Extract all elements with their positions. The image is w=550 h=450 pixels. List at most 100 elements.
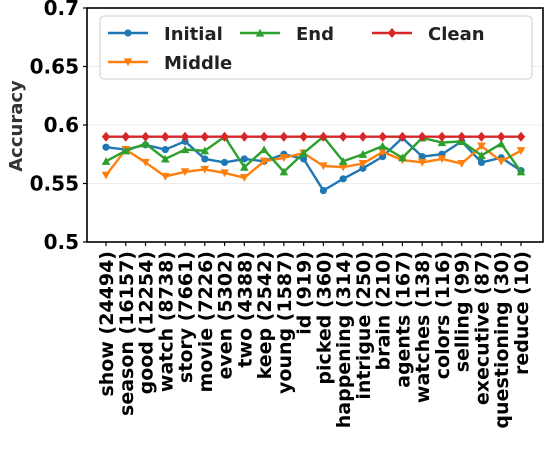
data-point-end: [121, 146, 131, 155]
data-point-end: [101, 157, 111, 165]
data-point-middle: [101, 171, 111, 180]
x-tick-label: movie (7226): [195, 251, 217, 393]
data-point-initial: [161, 145, 169, 154]
x-tick-label: happening (314): [333, 251, 355, 428]
data-point-middle: [319, 162, 328, 171]
data-point-middle: [378, 148, 387, 157]
data-point-initial: [102, 143, 110, 151]
data-point-middle: [240, 174, 249, 182]
data-point-middle: [516, 147, 526, 155]
x-tick-label: questioning (30): [491, 251, 513, 429]
data-point-clean: [457, 131, 466, 142]
data-point-clean: [338, 131, 348, 142]
legend-marker-middle: [123, 58, 133, 67]
data-point-middle: [259, 157, 269, 166]
data-point-clean: [378, 131, 387, 142]
legend-marker-end: [255, 28, 265, 37]
x-tick-label: agents (167): [392, 251, 414, 388]
x-tick-label: executive (87): [471, 251, 493, 405]
data-point-end: [338, 157, 348, 165]
data-point-initial: [240, 155, 248, 163]
x-tick-label: story (7661): [175, 251, 197, 383]
data-point-end: [398, 153, 407, 162]
data-point-end: [477, 151, 486, 160]
legend: Initial Middle End Clean: [99, 15, 533, 80]
data-point-clean: [180, 131, 190, 142]
data-point-middle: [338, 163, 348, 172]
data-point-middle: [220, 169, 229, 178]
data-point-middle: [477, 142, 486, 151]
data-point-clean: [358, 131, 368, 142]
y-tick-label: 0.7: [44, 0, 79, 20]
series-layer: [101, 131, 526, 195]
data-point-middle: [437, 155, 447, 164]
y-tick-label: 0.5: [44, 230, 79, 254]
data-point-clean: [497, 131, 506, 142]
x-tick-label: young (1587): [274, 251, 296, 394]
data-point-clean: [161, 131, 170, 142]
data-point-initial: [418, 152, 426, 161]
series-line-middle: [105, 144, 522, 179]
y-tick-label: 0.65: [30, 55, 79, 79]
series-clean: [101, 131, 526, 142]
data-point-end: [141, 139, 150, 148]
data-point-middle: [180, 168, 190, 176]
data-point-clean: [101, 131, 111, 142]
x-tick-layer: show (24494)season (16157)good (12254) wa…: [96, 242, 533, 429]
x-tick-label: keep (2542): [254, 251, 276, 379]
data-point-middle: [160, 172, 170, 181]
x-tick-label: show (24494): [96, 251, 118, 397]
series-end: [101, 132, 526, 176]
data-point-initial: [477, 158, 486, 167]
x-tick-label: brain (210): [373, 251, 395, 370]
data-point-clean: [240, 131, 249, 142]
legend-label-end: End: [296, 24, 334, 45]
data-point-clean: [437, 131, 447, 142]
data-point-middle: [457, 160, 467, 168]
data-point-end: [160, 154, 170, 163]
x-tick-label: watches (138): [412, 251, 434, 403]
data-point-middle: [417, 158, 427, 167]
x-tick-label: picked (360): [313, 251, 335, 385]
y-axis-label: Accuracy: [6, 80, 27, 172]
data-point-clean: [319, 131, 328, 142]
series-line-initial: [105, 136, 522, 192]
data-point-initial: [300, 155, 308, 163]
x-tick-label: selling (99): [452, 251, 474, 372]
data-point-end: [378, 141, 387, 150]
data-point-end: [259, 145, 269, 154]
data-point-clean: [220, 131, 229, 142]
data-point-clean: [417, 131, 427, 142]
data-point-end: [180, 145, 190, 154]
y-tick-label: 0.55: [30, 172, 79, 196]
y-tick-label: 0.6: [44, 113, 79, 137]
legend-box: [99, 15, 533, 80]
data-point-clean: [121, 131, 130, 142]
y-tick-layer: 0.5 0.55 0.6 0.65 0.7: [30, 0, 87, 254]
x-tick-label: id (919): [294, 251, 316, 335]
data-point-initial: [319, 186, 327, 195]
data-point-clean: [279, 131, 289, 142]
series-initial: [102, 134, 525, 195]
legend-label-middle: Middle: [164, 53, 232, 74]
data-point-clean: [398, 131, 407, 142]
data-point-clean: [299, 131, 308, 142]
x-tick-label: colors (116): [432, 251, 454, 379]
data-point-end: [358, 150, 368, 158]
data-point-initial: [220, 158, 229, 167]
data-point-end: [516, 167, 526, 176]
data-point-initial: [201, 155, 209, 163]
data-point-end: [200, 146, 210, 155]
data-point-clean: [200, 131, 210, 142]
x-tick-label: two (4388): [234, 251, 256, 368]
data-point-clean: [141, 131, 150, 142]
data-point-initial: [359, 164, 367, 172]
x-tick-label: good (12254): [136, 251, 158, 394]
data-point-end: [496, 139, 506, 148]
legend-label-initial: Initial: [164, 24, 223, 45]
data-point-initial: [339, 175, 347, 183]
x-tick-label: season (16157): [116, 251, 138, 416]
data-point-middle: [141, 158, 150, 167]
x-tick-label: reduce (10): [511, 251, 533, 375]
